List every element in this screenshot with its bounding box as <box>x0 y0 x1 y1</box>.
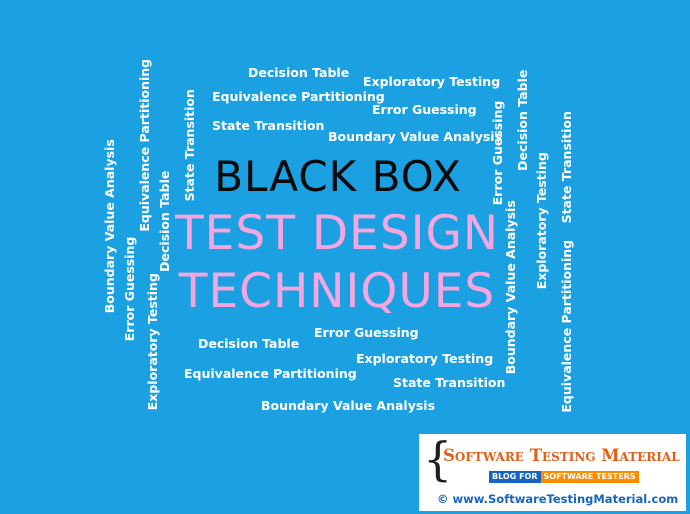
word-equivalence-partitioning-vertical-right: Equivalence Partitioning <box>558 239 574 413</box>
title-test-design: TEST DESIGN <box>174 206 500 261</box>
logo-tag-left: BLOG FOR <box>489 471 541 483</box>
title-black-box: BLACK BOX <box>214 152 462 201</box>
word-exploratory-testing-vertical-right: Exploratory Testing <box>533 152 549 290</box>
word-state-transition: State Transition <box>212 118 325 133</box>
word-exploratory-testing-vertical: Exploratory Testing <box>144 273 160 411</box>
logo-tagline: BLOG FOR SOFTWARE TESTERS <box>489 471 639 483</box>
word-boundary-value-analysis: Boundary Value Analysis <box>261 398 436 413</box>
word-exploratory-testing: Exploratory Testing <box>356 351 494 366</box>
logo-brace: { <box>423 432 453 486</box>
word-decision-table: Decision Table <box>248 65 350 80</box>
word-error-guessing-vertical-right: Error Guessing <box>489 100 505 206</box>
word-decision-table-vertical: Decision Table <box>156 170 172 272</box>
logo-tag-right: SOFTWARE TESTERS <box>540 471 639 483</box>
brand-logo[interactable]: { Software Testing Material BLOG FOR SOF… <box>419 434 686 511</box>
word-boundary-value-analysis-vertical: Boundary Value Analysis <box>101 139 117 314</box>
word-equivalence-partitioning: Equivalence Partitioning <box>212 89 385 104</box>
word-state-transition: State Transition <box>393 375 506 390</box>
word-equivalence-partitioning-vertical: Equivalence Partitioning <box>136 58 152 232</box>
word-state-transition-vertical: State Transition <box>181 89 197 202</box>
word-error-guessing: Error Guessing <box>314 325 419 340</box>
title-techniques: TECHNIQUES <box>178 264 496 319</box>
word-boundary-value-analysis: Boundary Value Analysis <box>328 129 503 144</box>
word-boundary-value-analysis-vertical-right: Boundary Value Analysis <box>502 200 518 375</box>
logo-name: Software Testing Material <box>443 446 680 465</box>
logo-url-link[interactable]: © www.SoftwareTestingMaterial.com <box>437 492 679 506</box>
word-equivalence-partitioning: Equivalence Partitioning <box>184 366 357 381</box>
word-exploratory-testing: Exploratory Testing <box>363 74 501 89</box>
word-state-transition-vertical-right: State Transition <box>558 111 574 224</box>
word-decision-table-vertical-right: Decision Table <box>514 69 530 171</box>
word-error-guessing-vertical: Error Guessing <box>121 236 137 342</box>
word-decision-table: Decision Table <box>198 336 300 351</box>
word-error-guessing: Error Guessing <box>372 102 477 117</box>
